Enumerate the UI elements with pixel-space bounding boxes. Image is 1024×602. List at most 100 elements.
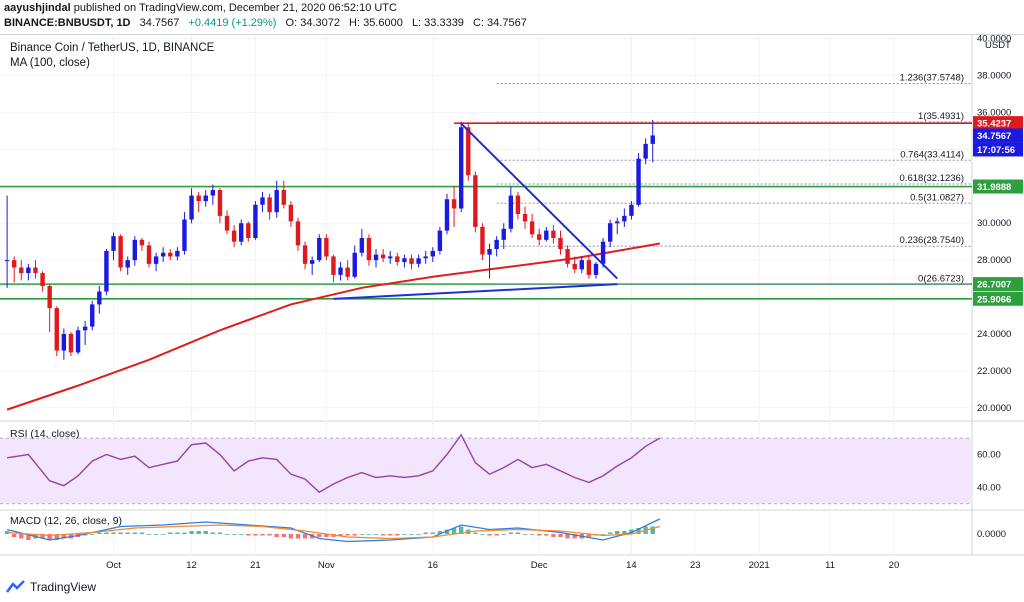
macd-histogram-bar: [267, 534, 272, 536]
price-tick-label: 22.0000: [977, 366, 1011, 377]
tradingview-brand[interactable]: TradingView: [6, 580, 96, 594]
time-tick-label: Nov: [318, 560, 335, 571]
candle-body: [33, 267, 38, 274]
candle-body: [444, 199, 450, 231]
candle-body: [54, 308, 59, 351]
candle-body: [416, 258, 421, 264]
chart-title: Binance Coin / TetherUS, 1D, BINANCE: [10, 42, 215, 54]
candle-body: [317, 237, 322, 261]
macd-histogram-bar: [430, 532, 435, 534]
macd-histogram-bar: [125, 532, 130, 534]
candle-body: [359, 237, 365, 253]
macd-histogram-bar: [168, 532, 173, 534]
candle-body: [458, 127, 464, 209]
candle-body: [160, 252, 166, 257]
price-axis-tag: [973, 277, 1023, 292]
candle-body: [437, 230, 443, 251]
macd-histogram-bar: [203, 531, 208, 534]
candle-body: [40, 273, 45, 286]
time-tick-label: Dec: [531, 560, 548, 571]
candle-body: [565, 249, 570, 264]
candle-body: [288, 204, 294, 222]
macd-histogram-bar: [146, 534, 152, 535]
header-divider: [0, 34, 1024, 35]
macd-histogram-bar: [416, 534, 421, 535]
candle-body: [501, 228, 506, 240]
fib-level-label: 0.618(32.1236): [900, 173, 964, 184]
macd-histogram-bar: [607, 532, 613, 534]
candle-body: [388, 256, 393, 259]
macd-histogram-bar: [274, 534, 279, 537]
candle-body: [466, 127, 471, 176]
candle-body: [324, 237, 329, 257]
macd-histogram-bar: [458, 526, 464, 534]
macd-histogram-bar: [515, 532, 521, 534]
candle-body: [90, 304, 95, 327]
price-axis-tag: [973, 116, 1023, 131]
candle-body: [153, 256, 159, 264]
price-axis-tag-label: 17:07:56: [977, 145, 1015, 156]
candle-body: [274, 190, 279, 213]
macd-histogram-bar: [217, 532, 223, 534]
price-axis-tag: [973, 142, 1023, 157]
publisher-name[interactable]: aayushjindal: [4, 2, 71, 14]
fib-level-label: 0.236(28.7540): [900, 235, 964, 246]
candle-body: [11, 260, 17, 268]
candle-body: [217, 190, 223, 216]
symbol-label: BINANCE:BNBUSDT, 1D: [4, 17, 131, 29]
publisher-line: aayushjindal published on TradingView.co…: [4, 2, 397, 14]
price-change: +0.4419 (+1.29%): [188, 17, 277, 29]
time-tick-label: 21: [250, 560, 261, 571]
macd-histogram-bar: [97, 532, 102, 534]
macd-histogram-bar: [139, 532, 145, 534]
rsi-line: [6, 433, 661, 494]
candle-body: [515, 195, 521, 215]
macd-histogram-bar: [409, 534, 414, 535]
price-axis-tag: [973, 291, 1023, 306]
macd-histogram-bar: [522, 534, 528, 535]
macd-histogram-bar: [182, 532, 187, 534]
moving-average-line: [6, 242, 660, 411]
trendline: [333, 283, 618, 300]
open-value: O: 34.3072: [285, 17, 340, 29]
time-tick-label: Oct: [106, 560, 121, 571]
macd-histogram-bar: [345, 534, 350, 536]
macd-histogram-bar: [423, 532, 428, 534]
macd-histogram-bar: [487, 534, 492, 536]
candle-body: [281, 190, 286, 205]
tradingview-logo-icon: [6, 580, 25, 593]
macd-histogram-bar: [494, 534, 499, 536]
price-tick-label: 24.0000: [977, 329, 1011, 340]
fib-level-label: 0.764(33.4114): [900, 149, 964, 160]
macd-histogram-bar: [224, 534, 230, 535]
candle-body: [260, 197, 265, 205]
trendline: [460, 122, 618, 280]
candle-body: [267, 197, 272, 213]
macd-histogram-bar: [501, 534, 506, 535]
ma-legend: MA (100, close): [10, 57, 90, 69]
macd-histogram-bar: [317, 534, 322, 537]
candle-body: [487, 249, 492, 255]
macd-histogram-bar: [239, 534, 244, 535]
macd-histogram-bar: [636, 528, 641, 534]
macd-histogram-bar: [359, 534, 365, 535]
candle-body: [480, 226, 485, 255]
candle-body: [82, 326, 88, 331]
candle-body: [650, 135, 655, 144]
time-tick-label: 20: [889, 560, 900, 571]
macd-histogram-bar: [622, 531, 627, 534]
chart-canvas[interactable]: 40.000038.000036.000034.000032.000030.00…: [0, 35, 1024, 575]
candle-body: [75, 330, 81, 353]
macd-histogram-bar: [586, 534, 592, 537]
macd-histogram-bar: [388, 534, 393, 536]
candle-body: [402, 258, 407, 262]
macd-histogram-bar: [47, 534, 52, 540]
price-tick-label: 20.0000: [977, 403, 1011, 414]
candle-body: [224, 215, 230, 231]
macd-histogram-bar: [338, 534, 343, 536]
price-axis-tag-label: 35.4237: [977, 119, 1011, 130]
candle-body: [295, 221, 301, 246]
macd-histogram-bar: [132, 532, 138, 534]
candle-body: [529, 221, 535, 235]
candle-body: [622, 215, 627, 222]
